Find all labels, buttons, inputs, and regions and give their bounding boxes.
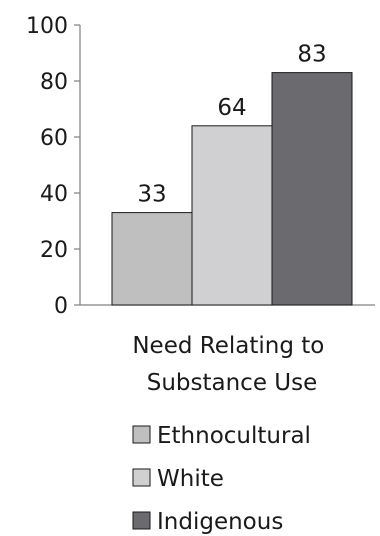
y-axis-ticks: 0 20 40 60 80 100 bbox=[26, 14, 80, 319]
bar-indigenous bbox=[271, 72, 353, 306]
legend-label-ethnocultural: Ethnocultural bbox=[157, 423, 311, 449]
legend-swatch-ethnocultural bbox=[132, 425, 151, 444]
y-tick-label: 0 bbox=[54, 294, 68, 319]
data-labels: 33 64 83 bbox=[137, 42, 326, 208]
y-tick-label: 60 bbox=[40, 126, 68, 151]
bars bbox=[111, 72, 353, 306]
category-label: Need Relating to Substance Use bbox=[132, 333, 331, 396]
legend-swatch-white bbox=[132, 468, 151, 487]
bar-ethnocultural bbox=[111, 212, 193, 306]
data-label-ethnocultural: 33 bbox=[137, 182, 166, 208]
y-tick-label: 20 bbox=[40, 238, 68, 263]
y-tick-label: 40 bbox=[40, 182, 68, 207]
category-label-line-1: Need Relating to bbox=[132, 333, 324, 359]
legend-swatch-indigenous bbox=[132, 511, 151, 530]
legend-label-indigenous: Indigenous bbox=[157, 509, 283, 535]
data-label-white: 64 bbox=[217, 95, 246, 121]
category-label-line-2: Substance Use bbox=[147, 370, 318, 396]
y-tick-label: 100 bbox=[26, 14, 68, 39]
bar-white bbox=[191, 125, 273, 306]
legend: Ethnocultural White Indigenous bbox=[132, 423, 311, 535]
y-tick-label: 80 bbox=[40, 70, 68, 95]
data-label-indigenous: 83 bbox=[297, 42, 326, 68]
legend-label-white: White bbox=[157, 466, 224, 492]
